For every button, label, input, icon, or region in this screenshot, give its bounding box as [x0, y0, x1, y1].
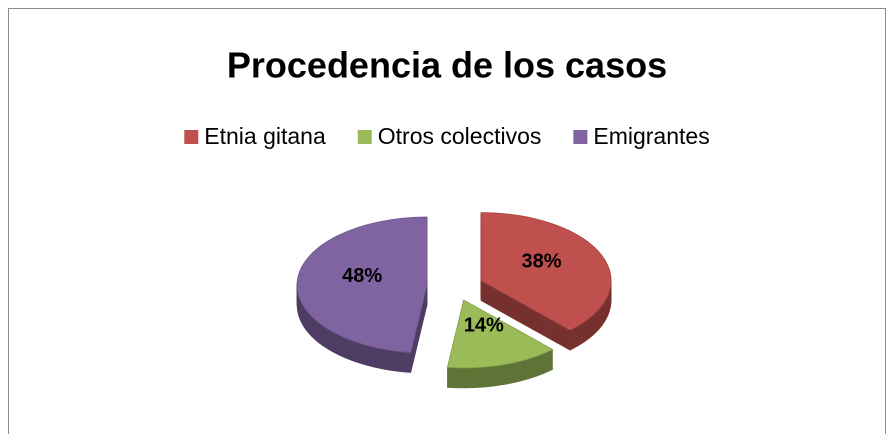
slice-group	[296, 216, 428, 373]
chart-title: Procedencia de los casos	[227, 45, 667, 86]
slice-group	[446, 299, 554, 389]
legend-swatch	[184, 130, 199, 144]
data-label: 38%	[521, 250, 561, 272]
legend-label: Otros colectivos	[378, 123, 542, 149]
legend-swatch	[357, 130, 372, 144]
slice	[480, 212, 612, 331]
slice	[446, 299, 554, 369]
data-label: 48%	[342, 265, 382, 287]
slice	[296, 216, 428, 353]
data-label: 14%	[464, 315, 504, 337]
chart-border	[8, 8, 886, 434]
legend-label: Emigrantes	[593, 123, 709, 149]
legend-swatch	[573, 130, 588, 144]
legend-label: Etnia gitana	[204, 123, 326, 149]
slice-group	[480, 212, 612, 351]
